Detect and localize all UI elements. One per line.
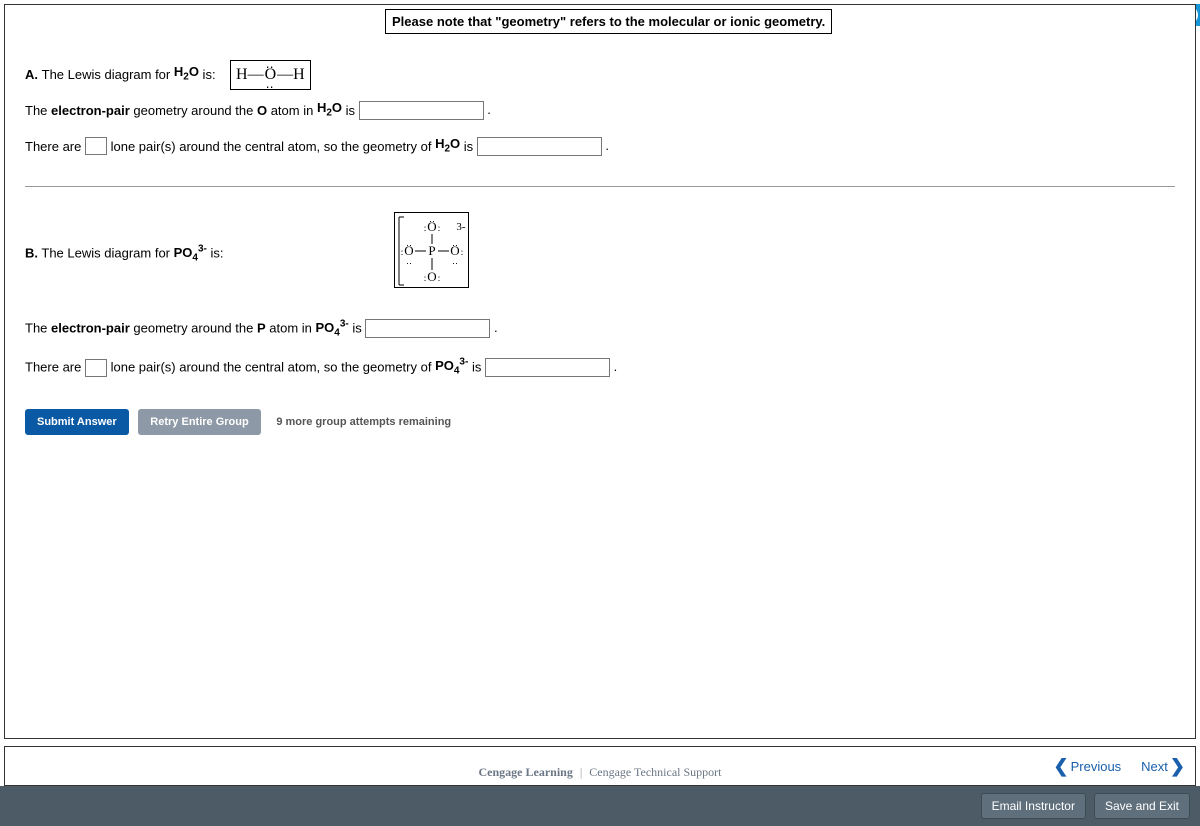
partA-lonepairs-input[interactable] [85, 137, 107, 155]
svg-text::: : [437, 223, 440, 233]
partB-geometry-input[interactable] [485, 358, 610, 377]
lewis-po4-diagram: 3- P O :: ‥ O :: ‥ [394, 212, 469, 288]
partB-text1: The Lewis diagram for [41, 245, 173, 260]
question-frame: Please note that "geometry" refers to th… [4, 4, 1196, 739]
partA-molecule: H2O [174, 64, 199, 79]
text: geometry around the [130, 103, 257, 118]
svg-text::: : [437, 273, 440, 283]
footer-sep: | [580, 765, 582, 779]
text-atom: P [257, 321, 266, 336]
footer-support[interactable]: Cengage Technical Support [589, 765, 721, 779]
text: is [349, 321, 366, 336]
footer-links: Cengage Learning | Cengage Technical Sup… [0, 765, 1200, 780]
text-bold: electron-pair [51, 103, 130, 118]
partA-text2: is: [199, 67, 216, 82]
partA-line2: There are lone pair(s) around the centra… [25, 132, 1175, 162]
partB-lonepairs-input[interactable] [85, 359, 107, 377]
partA-epgeometry-input[interactable] [359, 101, 484, 120]
text: There are [25, 360, 85, 375]
save-exit-button[interactable]: Save and Exit [1094, 793, 1190, 819]
text: The [25, 321, 51, 336]
partB-molecule: PO43- [174, 245, 207, 260]
svg-text::: : [423, 223, 426, 233]
partA-geometry-input[interactable] [477, 137, 602, 156]
divider [25, 186, 1175, 187]
footer-brand[interactable]: Cengage Learning [479, 765, 573, 779]
partB-mol3: PO43- [435, 358, 468, 373]
partB-label: B. [25, 245, 38, 260]
svg-text:P: P [428, 243, 435, 258]
text: atom in [266, 321, 316, 336]
button-row: Submit Answer Retry Entire Group 9 more … [25, 409, 1175, 435]
svg-text:‥: ‥ [406, 238, 412, 248]
svg-text:‥: ‥ [429, 214, 435, 224]
geometry-note: Please note that "geometry" refers to th… [385, 9, 832, 34]
partA-line1: The electron-pair geometry around the O … [25, 96, 1175, 126]
text: lone pair(s) around the central atom, so… [111, 360, 435, 375]
text: There are [25, 138, 85, 153]
text: atom in [267, 103, 317, 118]
po4-svg: P O :: ‥ O :: ‥ O : ‥‥ [395, 213, 470, 289]
svg-text:‥: ‥ [452, 256, 458, 266]
svg-text::: : [423, 273, 426, 283]
text: The [25, 103, 51, 118]
svg-text:‥: ‥ [429, 280, 435, 289]
svg-text:‥: ‥ [406, 256, 412, 266]
text-bold: electron-pair [51, 321, 130, 336]
retry-button[interactable]: Retry Entire Group [138, 409, 260, 435]
svg-text:‥: ‥ [452, 238, 458, 248]
text: lone pair(s) around the central atom, so… [111, 138, 435, 153]
partB-text2: is: [207, 245, 224, 260]
text: is [342, 103, 359, 118]
partA-mol3: H2O [435, 136, 460, 151]
partB-mol2: PO43- [316, 320, 349, 335]
email-instructor-button[interactable]: Email Instructor [981, 793, 1086, 819]
action-bar: Email Instructor Save and Exit [0, 786, 1200, 826]
partB-intro: B. The Lewis diagram for PO43- is: 3- P … [25, 212, 1175, 296]
partA-mol2: H2O [317, 100, 342, 115]
svg-text::: : [460, 247, 463, 257]
partB-line2: There are lone pair(s) around the centra… [25, 351, 1175, 384]
partB-line1: The electron-pair geometry around the P … [25, 312, 1175, 345]
text: geometry around the [130, 321, 257, 336]
lewis-h2o-diagram: H—O—H [230, 60, 311, 90]
submit-button[interactable]: Submit Answer [25, 409, 129, 435]
text-atom: O [257, 103, 267, 118]
partA-text1: The Lewis diagram for [42, 67, 174, 82]
svg-text::: : [400, 247, 403, 257]
attempts-remaining: 9 more group attempts remaining [276, 416, 451, 428]
text: is [468, 360, 485, 375]
partB-epgeometry-input[interactable] [365, 319, 490, 338]
partA-label: A. [25, 67, 38, 82]
text: is [460, 138, 477, 153]
partA-intro: A. The Lewis diagram for H2O is: H—O—H [25, 60, 1175, 90]
